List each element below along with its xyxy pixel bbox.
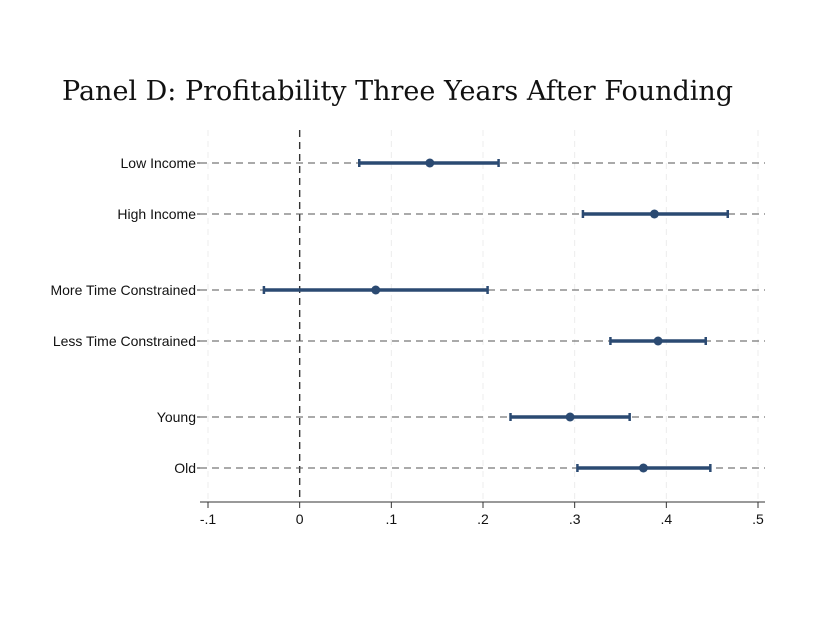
coef-row: Old [174,460,765,476]
coef-row: Low Income [121,155,765,171]
point-estimate [653,336,663,346]
category-label: Young [157,409,196,425]
x-tick-label: -.1 [200,511,217,527]
chart-title: Panel D: Profitability Three Years After… [62,76,734,107]
x-tick-label: .2 [477,511,489,527]
point-estimate [371,285,381,295]
x-tick-label: .1 [385,511,397,527]
category-label: Less Time Constrained [53,333,196,349]
point-estimate [425,158,435,168]
category-label: High Income [117,206,196,222]
coef-row: High Income [117,206,765,222]
x-tick-label: .5 [752,511,764,527]
x-tick-label: .3 [569,511,581,527]
point-estimate [638,463,648,473]
grid [207,130,759,502]
category-label: Old [174,460,196,476]
category-rows: Low Income High Income More Time Constrain… [50,155,765,476]
coef-row: More Time Constrained [50,282,765,298]
category-label: More Time Constrained [50,282,196,298]
point-estimate [649,209,659,219]
coef-row: Young [157,409,765,425]
x-axis: -.1 0 .1 .2 .3 .4 .5 [200,501,765,527]
coef-row: Less Time Constrained [53,333,765,349]
category-label: Low Income [121,155,197,171]
x-tick-label: 0 [296,511,304,527]
x-tick-label: .4 [660,511,672,527]
point-estimate [565,412,575,422]
